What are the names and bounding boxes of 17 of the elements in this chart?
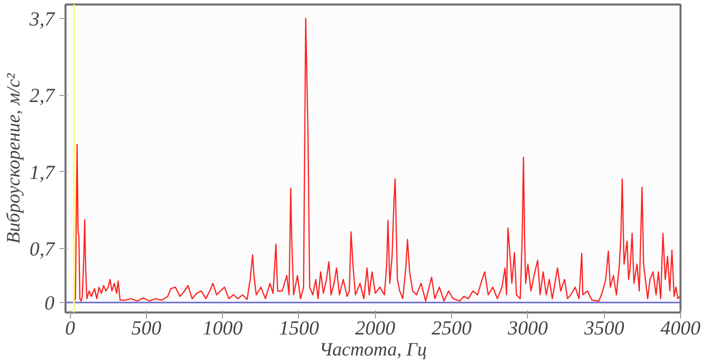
x-tick-label: 3000 [506,318,548,340]
y-tick-label: 0 [44,292,54,315]
x-tick-label: 2000 [355,318,396,340]
y-tick-label: 3,7 [28,8,56,30]
y-axis-title: Виброускорение, м/с² [4,73,24,244]
x-tick-label: 1500 [278,318,319,340]
x-tick-label: 4000 [660,318,700,340]
line-series [73,18,680,302]
x-tick-label: 3500 [583,318,624,340]
y-tick-label: 2,7 [30,85,56,108]
y-tick-label: 0,7 [30,238,56,261]
x-tick-label: 500 [131,318,162,340]
x-tick-label: 2500 [432,318,472,340]
x-tick-label: 1000 [202,318,243,340]
x-tick-label: 0 [65,318,76,340]
y-tick-label: 1,7 [30,162,56,184]
x-axis-title: Частота, Гц [319,340,427,360]
